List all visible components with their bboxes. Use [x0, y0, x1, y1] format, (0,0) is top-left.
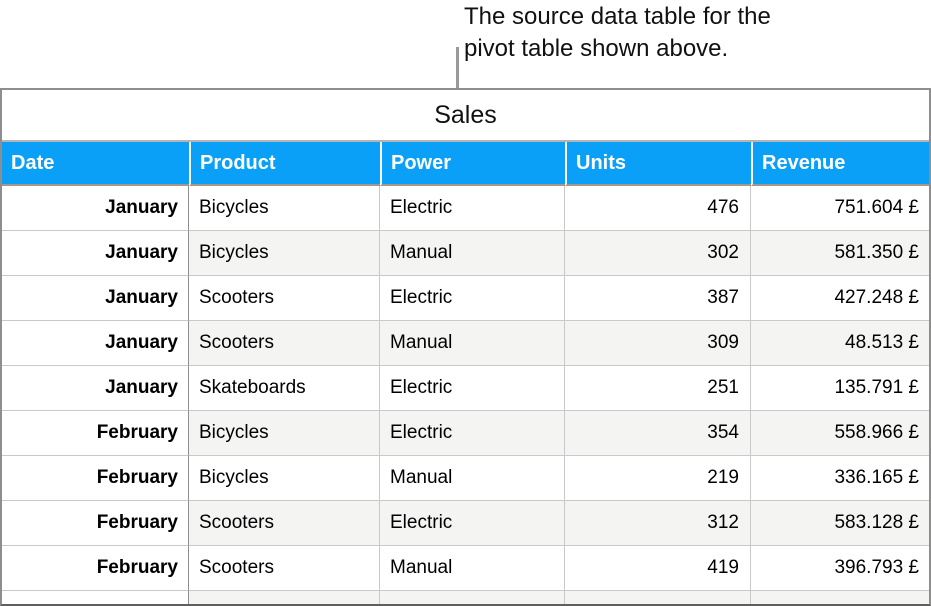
table-row: February Bicycles Electric 354 558.966 £ — [2, 411, 929, 456]
table-row: February Bicycles Manual 219 336.165 £ — [2, 456, 929, 501]
column-header-revenue[interactable]: Revenue — [751, 142, 929, 186]
sales-table: Sales Date Product Power Units Revenue J… — [0, 88, 931, 606]
cell-revenue[interactable]: 396.793 £ — [751, 546, 929, 591]
cell-power[interactable] — [380, 591, 565, 604]
table-row: February Scooters Electric 312 583.128 £ — [2, 501, 929, 546]
cell-power[interactable]: Electric — [380, 501, 565, 546]
cell-date[interactable]: February — [2, 411, 189, 456]
cell-units[interactable]: 219 — [565, 456, 751, 501]
cell-revenue[interactable] — [751, 591, 929, 604]
cell-units[interactable]: 251 — [565, 366, 751, 411]
cell-power[interactable]: Electric — [380, 186, 565, 231]
cell-power[interactable]: Electric — [380, 411, 565, 456]
cell-product[interactable]: Skateboards — [189, 366, 380, 411]
cell-date[interactable]: January — [2, 231, 189, 276]
cell-revenue[interactable]: 583.128 £ — [751, 501, 929, 546]
table-row-partial — [2, 591, 929, 604]
cell-units[interactable] — [565, 591, 751, 604]
cell-date[interactable]: February — [2, 456, 189, 501]
cell-date[interactable]: January — [2, 366, 189, 411]
caption-line-2: pivot table shown above. — [464, 35, 729, 62]
cell-product[interactable]: Bicycles — [189, 411, 380, 456]
cell-units[interactable]: 419 — [565, 546, 751, 591]
cell-units[interactable]: 312 — [565, 501, 751, 546]
cell-units[interactable]: 476 — [565, 186, 751, 231]
cell-units[interactable]: 302 — [565, 231, 751, 276]
table-row: January Bicycles Electric 476 751.604 £ — [2, 186, 929, 231]
table-header-row: Date Product Power Units Revenue — [2, 142, 929, 186]
cell-units[interactable]: 387 — [565, 276, 751, 321]
caption: The source data table for the pivot tabl… — [464, 1, 771, 65]
cell-revenue[interactable]: 48.513 £ — [751, 321, 929, 366]
caption-line-1: The source data table for the — [464, 3, 771, 30]
cell-revenue[interactable]: 427.248 £ — [751, 276, 929, 321]
table-row: January Scooters Manual 309 48.513 £ — [2, 321, 929, 366]
cell-date[interactable] — [2, 591, 189, 604]
cell-revenue[interactable]: 336.165 £ — [751, 456, 929, 501]
cell-date[interactable]: January — [2, 186, 189, 231]
cell-product[interactable]: Scooters — [189, 546, 380, 591]
column-header-power[interactable]: Power — [380, 142, 565, 186]
cell-power[interactable]: Manual — [380, 231, 565, 276]
cell-date[interactable]: February — [2, 501, 189, 546]
cell-product[interactable]: Scooters — [189, 321, 380, 366]
cell-power[interactable]: Manual — [380, 546, 565, 591]
table-row: January Skateboards Electric 251 135.791… — [2, 366, 929, 411]
column-header-product[interactable]: Product — [189, 142, 380, 186]
caption-pointer-line — [456, 47, 459, 88]
cell-product[interactable]: Bicycles — [189, 186, 380, 231]
cell-date[interactable]: February — [2, 546, 189, 591]
cell-units[interactable]: 309 — [565, 321, 751, 366]
cell-revenue[interactable]: 581.350 £ — [751, 231, 929, 276]
cell-date[interactable]: January — [2, 321, 189, 366]
column-header-units[interactable]: Units — [565, 142, 751, 186]
table-title[interactable]: Sales — [2, 90, 929, 142]
cell-date[interactable]: January — [2, 276, 189, 321]
column-header-date[interactable]: Date — [2, 142, 189, 186]
cell-product[interactable] — [189, 591, 380, 604]
cell-power[interactable]: Manual — [380, 456, 565, 501]
cell-power[interactable]: Manual — [380, 321, 565, 366]
cell-product[interactable]: Bicycles — [189, 456, 380, 501]
table-row: January Bicycles Manual 302 581.350 £ — [2, 231, 929, 276]
cell-product[interactable]: Scooters — [189, 276, 380, 321]
cell-power[interactable]: Electric — [380, 276, 565, 321]
cell-revenue[interactable]: 558.966 £ — [751, 411, 929, 456]
cell-product[interactable]: Scooters — [189, 501, 380, 546]
cell-revenue[interactable]: 751.604 £ — [751, 186, 929, 231]
cell-units[interactable]: 354 — [565, 411, 751, 456]
table-row: January Scooters Electric 387 427.248 £ — [2, 276, 929, 321]
table-row: February Scooters Manual 419 396.793 £ — [2, 546, 929, 591]
cell-revenue[interactable]: 135.791 £ — [751, 366, 929, 411]
cell-product[interactable]: Bicycles — [189, 231, 380, 276]
cell-power[interactable]: Electric — [380, 366, 565, 411]
